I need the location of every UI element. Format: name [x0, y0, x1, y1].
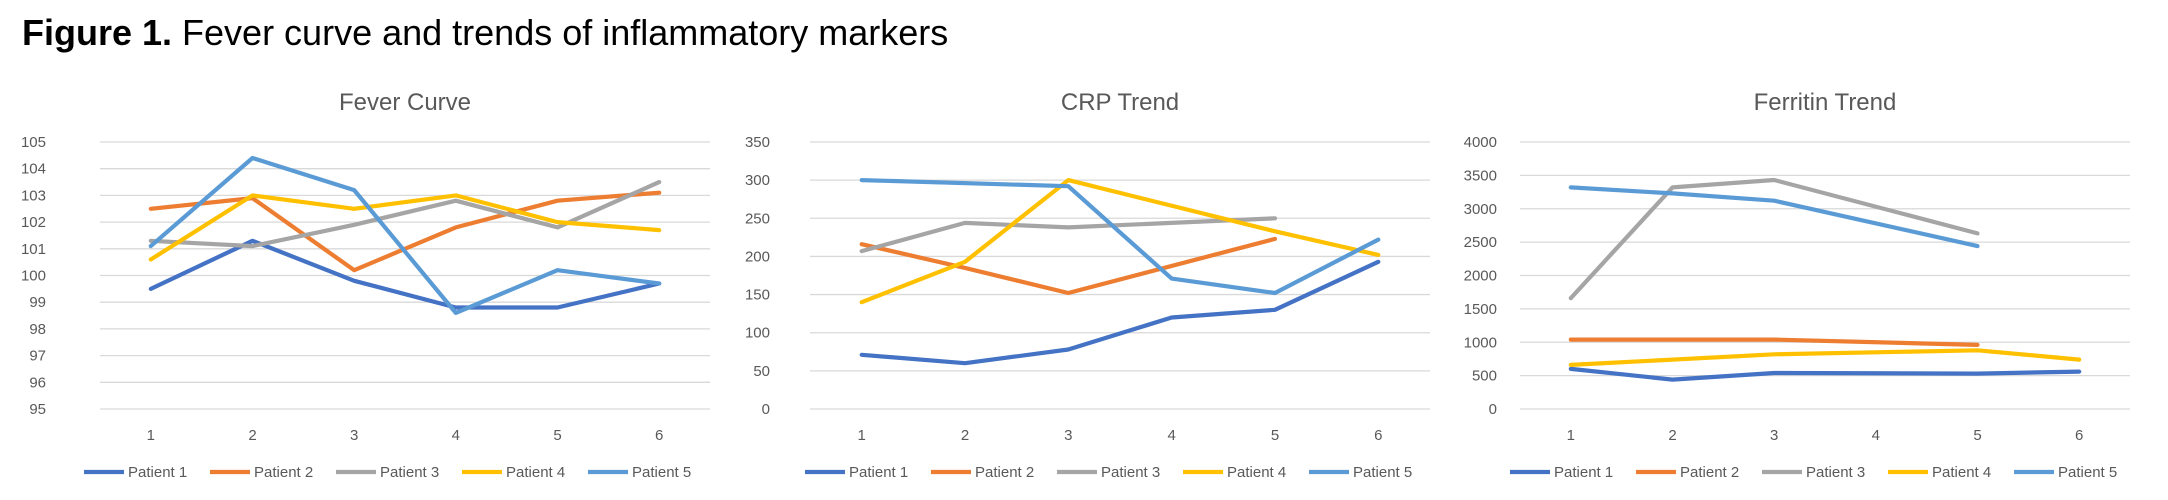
series-line-patient-4	[148, 193, 662, 262]
x-tick-label: 4	[1167, 427, 1175, 444]
legend-label: Patient 3	[1101, 464, 1160, 481]
x-tick-label: 3	[350, 427, 358, 444]
legend-label: Patient 2	[975, 464, 1034, 481]
legend-label: Patient 5	[1353, 464, 1412, 481]
y-tick-label: 105	[21, 134, 46, 151]
y-tick-label: 102	[21, 214, 46, 231]
x-tick-label: 5	[553, 427, 561, 444]
x-tick-label: 6	[1374, 427, 1382, 444]
x-tick-label: 4	[1872, 427, 1880, 444]
y-tick-label: 97	[29, 348, 46, 365]
series-line-patient-5	[859, 178, 1381, 296]
y-tick-label: 250	[745, 210, 770, 227]
x-tick-label: 5	[1271, 427, 1279, 444]
chart-3: Ferritin Trend05001000150020002500300035…	[1464, 89, 2130, 481]
x-tick-label: 1	[857, 427, 865, 444]
y-tick-label: 350	[745, 134, 770, 151]
y-tick-label: 99	[29, 294, 46, 311]
series-line-patient-2	[148, 190, 662, 273]
y-tick-label: 4000	[1464, 134, 1497, 151]
legend-label: Patient 1	[128, 464, 187, 481]
chart-2: CRP Trend 0 50 100 150 200 250 300 350 1 2 3 4 5 6 Pati…	[745, 89, 1430, 481]
y-tick-label: 100	[745, 325, 770, 342]
series-line-patient-1	[148, 238, 662, 310]
legend-label: Patient 2	[1680, 464, 1739, 481]
y-tick-label: 500	[1472, 368, 1497, 385]
y-tick-label: 96	[29, 374, 46, 391]
x-tick-label: 2	[248, 427, 256, 444]
y-tick-label: 2500	[1464, 234, 1497, 251]
y-tick-label: 104	[21, 161, 46, 178]
series-line-patient-5	[148, 155, 662, 315]
y-tick-label: 2000	[1464, 268, 1497, 285]
x-tick-label: 3	[1770, 427, 1778, 444]
x-tick-label: 2	[1668, 427, 1676, 444]
figure-title: Figure 1. Fever curve and trends of infl…	[22, 12, 948, 54]
series-line-patient-4	[859, 178, 1381, 305]
legend-label: Patient 5	[632, 464, 691, 481]
y-tick-label: 101	[21, 241, 46, 258]
x-tick-label: 6	[2075, 427, 2083, 444]
x-tick-label: 3	[1064, 427, 1072, 444]
y-tick-label: 1500	[1464, 301, 1497, 318]
y-tick-label: 95	[29, 401, 46, 418]
x-tick-label: 1	[1567, 427, 1575, 444]
series-line-patient-3	[859, 216, 1278, 254]
y-tick-label: 300	[745, 172, 770, 189]
legend-label: Patient 4	[1932, 464, 1991, 481]
legend-label: Patient 5	[2058, 464, 2117, 481]
legend-label: Patient 2	[254, 464, 313, 481]
x-tick-label: 2	[961, 427, 969, 444]
y-tick-label: 3500	[1464, 167, 1497, 184]
y-tick-label: 200	[745, 248, 770, 265]
y-tick-label: 103	[21, 187, 46, 204]
chart-1: Fever Curve 95 96 97 98 99 100 101 102 103 104 105 1…	[21, 89, 710, 481]
legend-label: Patient 1	[1554, 464, 1613, 481]
legend-label: Patient 1	[849, 464, 908, 481]
chart-title: CRP Trend	[1061, 89, 1179, 116]
y-tick-label: 3000	[1464, 201, 1497, 218]
series-line-patient-5	[1568, 185, 1980, 249]
series-line-patient-4	[1568, 348, 2082, 367]
legend-label: Patient 3	[380, 464, 439, 481]
figure-caption: Fever curve and trends of inflammatory m…	[172, 12, 949, 53]
x-tick-label: 5	[1973, 427, 1981, 444]
chart-title: Ferritin Trend	[1754, 89, 1897, 116]
y-tick-label: 50	[753, 363, 770, 380]
y-tick-label: 1000	[1464, 334, 1497, 351]
figure-label: Figure 1.	[22, 12, 173, 53]
series-line-patient-1	[859, 259, 1381, 366]
y-tick-label: 100	[21, 268, 46, 285]
y-tick-label: 0	[1489, 401, 1497, 418]
y-tick-label: 0	[762, 401, 770, 418]
series-line-patient-2	[1568, 337, 1980, 347]
x-tick-label: 1	[147, 427, 155, 444]
y-tick-label: 150	[745, 287, 770, 304]
y-tick-label: 98	[29, 321, 46, 338]
x-tick-label: 4	[452, 427, 460, 444]
chart-title: Fever Curve	[339, 89, 471, 116]
series-line-patient-1	[1568, 366, 2082, 382]
x-tick-label: 6	[655, 427, 663, 444]
legend-label: Patient 4	[1227, 464, 1286, 481]
series-line-patient-2	[859, 236, 1278, 296]
series-line-patient-3	[1568, 177, 1980, 301]
legend-label: Patient 3	[1806, 464, 1865, 481]
legend-label: Patient 4	[506, 464, 565, 481]
series-line-patient-3	[148, 180, 662, 249]
